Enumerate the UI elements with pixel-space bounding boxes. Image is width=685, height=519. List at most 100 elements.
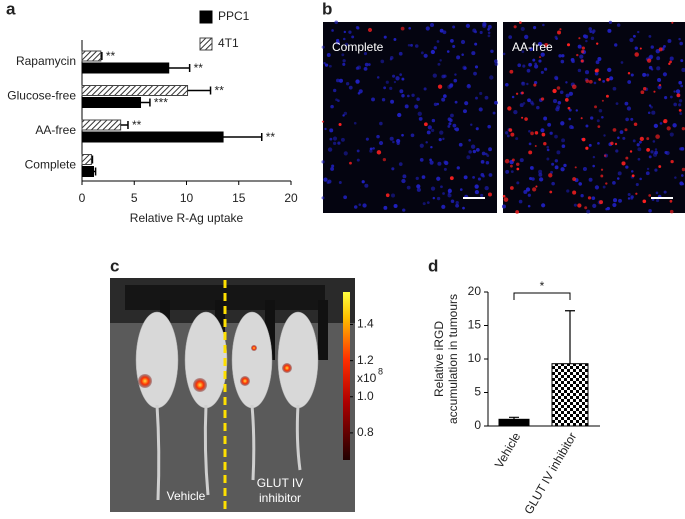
nucleus (596, 119, 600, 123)
nucleus (455, 200, 459, 205)
red-signal (535, 185, 538, 188)
panel-label: c (110, 256, 119, 275)
nucleus (453, 78, 458, 83)
nucleus (492, 111, 496, 115)
nucleus (585, 39, 588, 43)
nucleus (594, 71, 599, 76)
nucleus (429, 158, 432, 162)
nucleus (505, 169, 510, 174)
nucleus (637, 30, 640, 34)
nucleus (602, 80, 606, 83)
nucleus (602, 185, 606, 189)
nucleus (669, 132, 674, 137)
nucleus (418, 116, 423, 121)
nucleus (364, 62, 369, 67)
legend-label: 4T1 (218, 36, 239, 50)
x-tick-label: 5 (131, 191, 138, 205)
nucleus (468, 150, 472, 154)
red-signal (572, 177, 576, 181)
nucleus (393, 38, 397, 41)
red-signal (530, 131, 534, 136)
nucleus (627, 197, 631, 200)
nucleus (321, 160, 325, 164)
nucleus (466, 155, 471, 160)
nucleus (577, 68, 582, 73)
error-bar (223, 133, 263, 141)
nucleus (622, 136, 626, 140)
nucleus (591, 31, 595, 34)
red-signal (564, 97, 569, 102)
nucleus (478, 107, 483, 112)
nucleus (456, 55, 461, 60)
nucleus (575, 109, 578, 112)
group-label: GLUT IV (257, 476, 303, 490)
nucleus (650, 105, 653, 109)
red-signal (509, 69, 514, 74)
red-signal (511, 158, 515, 162)
red-signal (321, 120, 325, 123)
nucleus (674, 176, 677, 179)
red-signal (594, 105, 597, 109)
nucleus (407, 44, 411, 47)
nucleus (454, 73, 457, 76)
nucleus (585, 124, 589, 128)
nucleus (389, 136, 394, 141)
nucleus (582, 166, 587, 171)
nucleus (378, 141, 384, 146)
nucleus (678, 99, 683, 103)
nucleus (430, 145, 433, 149)
nucleus (402, 174, 407, 179)
nucleus (462, 65, 467, 70)
bar (81, 97, 142, 108)
nucleus (351, 35, 355, 39)
nucleus (442, 30, 447, 35)
red-signal (382, 157, 387, 162)
nucleus (353, 205, 358, 209)
red-signal (580, 117, 583, 120)
nucleus (630, 73, 634, 77)
nucleus (475, 147, 480, 152)
nucleus (680, 84, 684, 88)
nucleus (484, 95, 489, 100)
nucleus (529, 47, 534, 51)
nucleus (624, 101, 629, 106)
red-signal (534, 131, 539, 135)
nucleus (465, 23, 471, 29)
nucleus (379, 121, 383, 126)
x-tick-label: 0 (79, 191, 86, 205)
red-signal (584, 206, 588, 210)
nucleus (508, 35, 513, 40)
nucleus (657, 85, 662, 90)
nucleus (332, 136, 338, 141)
nucleus (406, 94, 410, 98)
nucleus (551, 162, 555, 166)
nucleus (506, 134, 510, 138)
nucleus (630, 196, 634, 200)
colorbar-multiplier: x10 (357, 371, 377, 385)
nucleus (329, 137, 333, 141)
nucleus (342, 59, 346, 63)
nucleus (355, 79, 360, 84)
nucleus (525, 187, 531, 192)
nucleus (473, 71, 477, 76)
nucleus (335, 98, 338, 102)
nucleus (343, 111, 348, 116)
nucleus (342, 114, 345, 117)
legend-swatch (199, 37, 213, 51)
nucleus (372, 147, 375, 150)
nucleus (626, 106, 632, 111)
legend-swatch (199, 10, 213, 24)
red-signal (605, 182, 608, 185)
nucleus (436, 176, 441, 181)
nucleus (436, 40, 440, 43)
nucleus (327, 147, 333, 152)
red-signal (646, 137, 650, 141)
nucleus (650, 68, 654, 71)
nucleus (484, 185, 489, 191)
red-signal (648, 194, 652, 197)
nucleus (584, 34, 589, 39)
nucleus (527, 204, 531, 208)
nucleus (588, 27, 593, 31)
nucleus (436, 196, 441, 201)
significance: ** (194, 61, 204, 75)
